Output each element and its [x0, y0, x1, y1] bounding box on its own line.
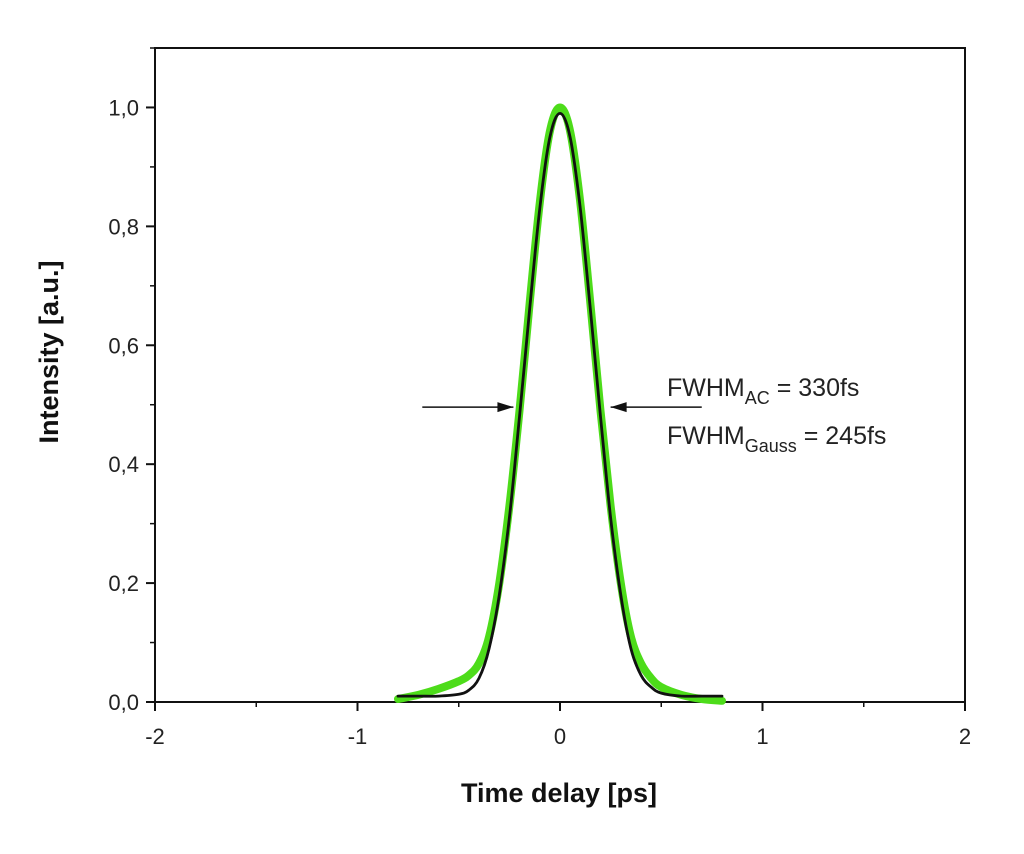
fwhm-arrowhead — [610, 402, 627, 413]
annotation-subscript: AC — [745, 388, 770, 408]
x-tick-label: -2 — [145, 724, 165, 749]
fwhm-annotation: FWHMAC = 330fs — [667, 374, 859, 408]
x-tick-label: 2 — [959, 724, 971, 749]
annotation-value: = 245fs — [797, 422, 887, 450]
x-axis-title: Time delay [ps] — [461, 778, 657, 808]
y-tick-label: 0,6 — [108, 333, 139, 358]
y-tick-label: 0,0 — [108, 690, 139, 715]
series-gauss-fit-line — [396, 112, 724, 698]
annotation-subscript: Gauss — [745, 436, 797, 456]
series-layer — [394, 103, 726, 705]
x-tick-label: 1 — [756, 724, 768, 749]
fwhm-annotation: FWHMGauss = 245fs — [667, 422, 886, 456]
series-autocorrelation-line — [394, 103, 726, 705]
y-tick-label: 1,0 — [108, 95, 139, 120]
annotation-main: FWHM — [667, 422, 745, 450]
annotation-main: FWHM — [667, 374, 745, 402]
y-tick-label: 0,4 — [108, 452, 139, 477]
ticks-layer: -2 -1 0 1 2 0,0 0,2 0,4 0,6 0,8 1,0 — [108, 47, 971, 749]
y-tick-label: 0,2 — [108, 571, 139, 596]
y-tick-label: 0,8 — [108, 214, 139, 239]
y-axis-title: Intensity [a.u.] — [34, 260, 64, 443]
x-tick-label: 0 — [554, 724, 566, 749]
x-tick-label: -1 — [348, 724, 368, 749]
annotation-value: = 330fs — [770, 374, 860, 402]
fwhm-arrowhead — [497, 402, 514, 413]
